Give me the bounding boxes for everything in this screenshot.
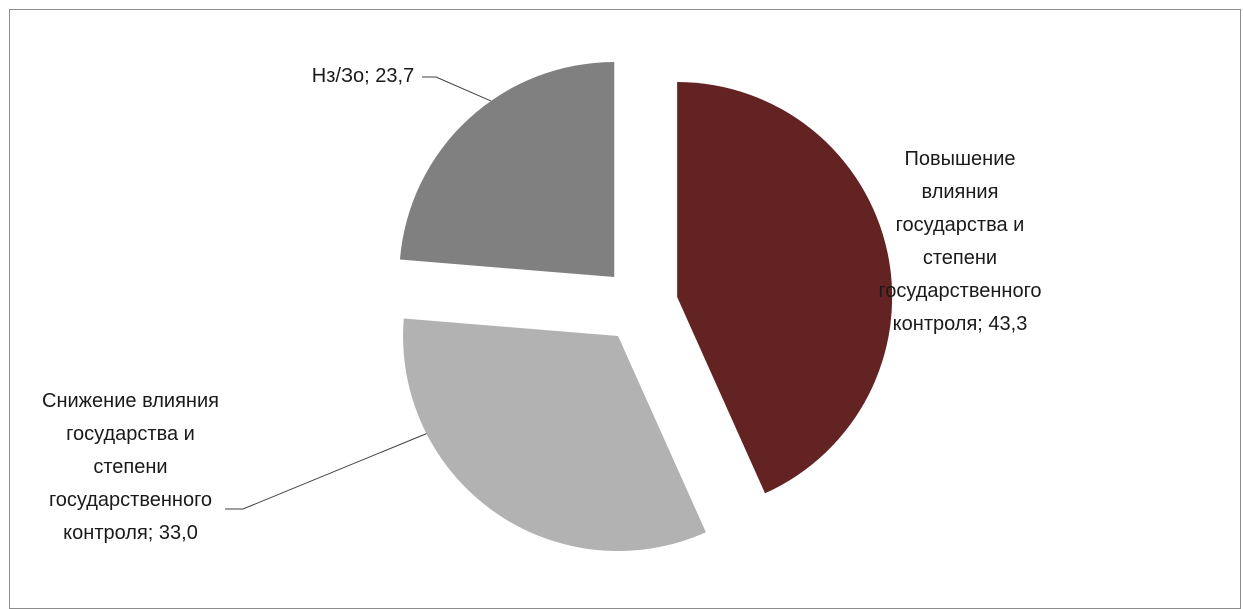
- pie-slices: [399, 62, 893, 552]
- slice-hard-to-answer: [399, 62, 615, 278]
- leader-line-decrease-influence: [225, 433, 427, 510]
- slice-label-decrease-influence: Снижение влияния государства и степени г…: [42, 390, 219, 544]
- slice-label-increase-influence: Повышение влияния государства и степени …: [878, 148, 1042, 335]
- leader-lines: [225, 76, 492, 510]
- leader-line-hard-to-answer: [422, 76, 492, 102]
- slice-label-hard-to-answer: Нз/Зо; 23,7: [311, 65, 415, 87]
- slice-increase-influence: [677, 82, 893, 494]
- pie-chart: [225, 62, 893, 552]
- slice-decrease-influence: [403, 318, 706, 552]
